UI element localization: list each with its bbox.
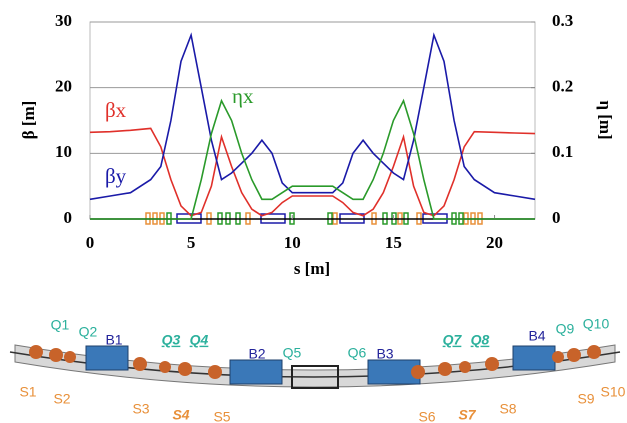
magnet-label: B4 (528, 328, 545, 344)
y-axis-label: β [m] (19, 101, 38, 140)
x-tick-label: 5 (187, 233, 196, 252)
magnet-label: S7 (458, 407, 476, 423)
y2-axis-label: η [m] (596, 100, 615, 139)
magnet-label: S3 (132, 401, 149, 417)
magnet-label: Q1 (51, 317, 70, 333)
magnet-label: S5 (213, 409, 230, 423)
magnet-label: Q7 (443, 332, 463, 348)
legend-label: ηx (232, 84, 254, 108)
magnet-label: S8 (499, 401, 516, 417)
y2-tick-label: 0.3 (552, 11, 573, 30)
magnet-label: S6 (418, 409, 435, 423)
legend-label: βy (105, 164, 127, 188)
y-tick-label: 10 (55, 142, 72, 161)
x-axis-label: s [m] (294, 259, 330, 278)
magnet-label: Q8 (471, 332, 490, 348)
plot-frame (89, 21, 536, 220)
beamline-drawing (9, 344, 621, 389)
series-line (90, 98, 535, 220)
magnet-label: Q4 (190, 332, 209, 348)
y-tick-label: 20 (55, 77, 72, 96)
magnet-label: S9 (577, 391, 594, 407)
magnet-label: Q5 (283, 345, 302, 361)
y2-tick-label: 0.1 (552, 142, 573, 161)
magnet-label: Q10 (583, 316, 610, 332)
y-tick-label: 0 (64, 208, 73, 227)
magnet-label: Q9 (556, 321, 575, 337)
legend-label: βx (105, 98, 127, 122)
magnet-label: B2 (248, 346, 265, 362)
x-tick-label: 0 (86, 233, 95, 252)
y2-tick-label: 0 (552, 208, 561, 227)
magnet-label: Q3 (162, 332, 181, 348)
magnet-label: B3 (376, 346, 393, 362)
magnet-label: Q2 (79, 324, 98, 340)
magnet-label: Q6 (348, 345, 367, 361)
series-line (89, 32, 536, 201)
y-tick-label: 30 (55, 11, 72, 30)
y2-tick-label: 0.2 (552, 77, 573, 96)
magnet-label: S2 (53, 391, 70, 407)
x-tick-label: 10 (284, 233, 301, 252)
series-line (89, 127, 536, 217)
magnet-label: B1 (105, 332, 122, 348)
magnet-label: S10 (601, 384, 626, 400)
x-tick-label: 20 (486, 233, 503, 252)
magnet-label: S4 (172, 407, 189, 423)
magnet-label: S1 (19, 384, 36, 400)
x-tick-label: 15 (385, 233, 402, 252)
